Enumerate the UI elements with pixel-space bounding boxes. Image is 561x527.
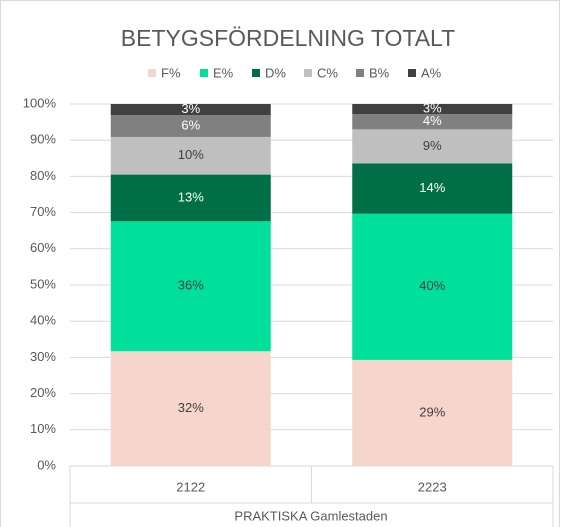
legend-swatch <box>200 69 208 77</box>
legend-label: C% <box>317 65 338 80</box>
x-tick-label: 2122 <box>176 479 205 494</box>
y-tick-label: 30% <box>30 349 56 364</box>
chart-title: BETYGSFÖRDELNING TOTALT <box>121 25 455 51</box>
legend-label: A% <box>421 65 442 80</box>
bar-segment <box>110 351 271 466</box>
x-tick-label: 2223 <box>418 479 447 494</box>
bar-segment <box>352 359 513 466</box>
bar-segment <box>110 115 271 137</box>
legend-swatch <box>304 69 312 77</box>
bar-segment <box>110 104 271 116</box>
y-tick-label: 70% <box>30 204 56 219</box>
y-tick-label: 100% <box>23 95 57 110</box>
data-label: 32% <box>178 400 204 415</box>
group-label: PRAKTISKA Gamlestaden <box>234 508 387 523</box>
y-tick-label: 20% <box>30 385 56 400</box>
bar-segment <box>110 136 271 175</box>
bar-segment <box>352 104 513 115</box>
y-tick-label: 50% <box>30 276 56 291</box>
legend-swatch <box>408 69 416 77</box>
legend-label: E% <box>213 65 234 80</box>
bar-segment <box>352 213 513 360</box>
bar-segment <box>352 129 513 164</box>
y-tick-label: 10% <box>30 421 56 436</box>
data-label: 29% <box>419 404 445 419</box>
bar-segment <box>352 114 513 130</box>
legend-label: F% <box>161 65 181 80</box>
data-label: 10% <box>178 147 204 162</box>
legend-swatch <box>252 69 260 77</box>
data-label: 6% <box>181 118 200 133</box>
data-label: 36% <box>178 278 204 293</box>
data-label: 40% <box>419 278 445 293</box>
legend-swatch <box>356 69 364 77</box>
bar-segment <box>352 163 513 214</box>
legend-label: B% <box>369 65 390 80</box>
y-tick-label: 80% <box>30 168 56 183</box>
data-label: 13% <box>178 189 204 204</box>
y-tick-label: 60% <box>30 240 56 255</box>
y-tick-label: 0% <box>37 457 56 472</box>
legend-label: D% <box>265 65 286 80</box>
legend-swatch <box>148 69 156 77</box>
data-label: 4% <box>423 113 442 128</box>
y-tick-label: 90% <box>30 132 56 147</box>
data-label: 14% <box>419 180 445 195</box>
data-label: 3% <box>181 101 200 116</box>
data-label: 3% <box>423 101 442 116</box>
y-tick-label: 40% <box>30 313 56 328</box>
bar-segment <box>110 174 271 222</box>
data-label: 9% <box>423 138 442 153</box>
bar-segment <box>110 221 271 352</box>
